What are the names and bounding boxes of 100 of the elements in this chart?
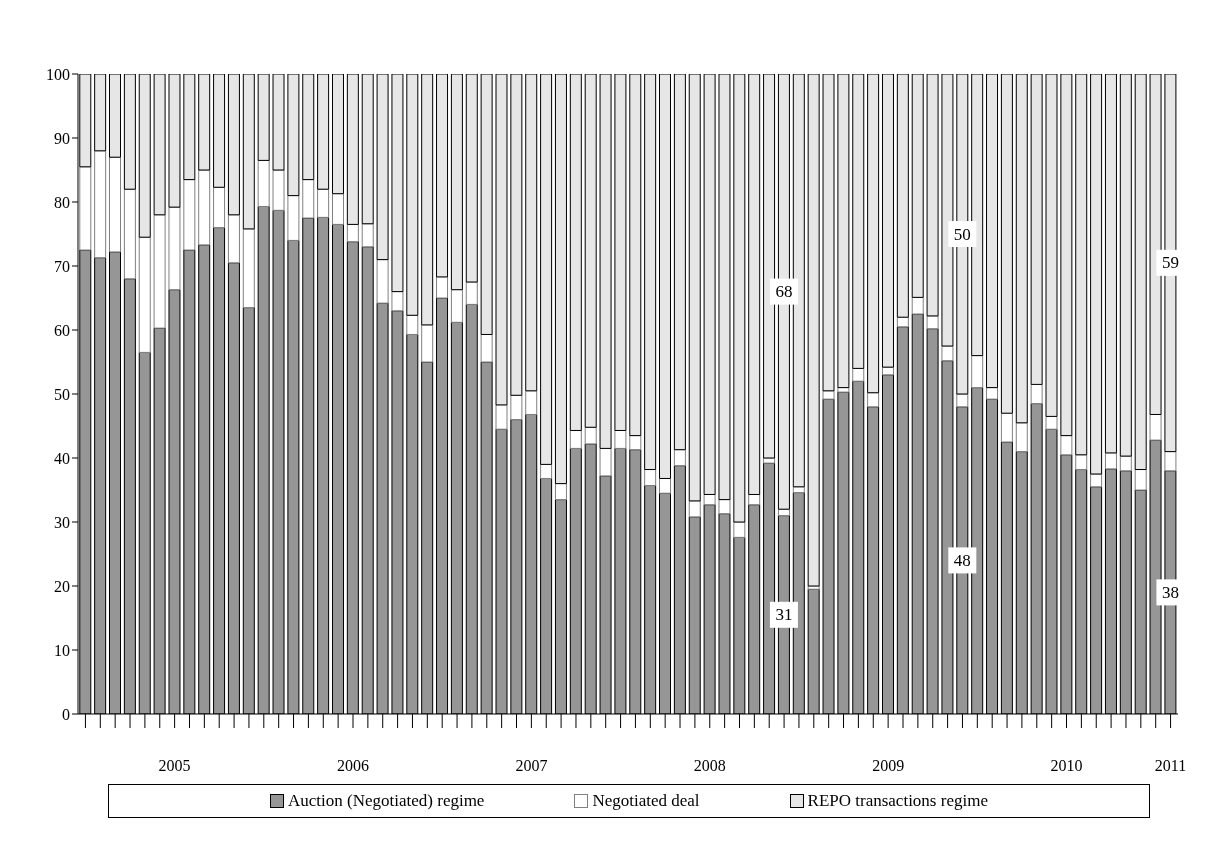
y-tick-label: 10	[54, 641, 70, 659]
bar	[495, 74, 508, 406]
bar	[331, 193, 344, 225]
bar	[123, 188, 136, 280]
bar	[391, 74, 404, 293]
bar	[109, 74, 122, 158]
y-tick-label: 60	[54, 321, 70, 339]
bar	[837, 74, 850, 389]
bar	[257, 74, 270, 161]
bar	[748, 74, 761, 495]
bar	[1134, 74, 1147, 471]
bar	[183, 179, 196, 251]
bar	[1164, 451, 1177, 472]
bar	[480, 74, 493, 335]
bar	[540, 463, 553, 479]
bar	[733, 74, 746, 523]
bar	[346, 223, 359, 243]
bar	[852, 367, 865, 382]
y-tick-label: 30	[54, 513, 70, 531]
bar	[926, 74, 939, 317]
bar	[673, 74, 686, 451]
bar	[317, 74, 330, 190]
bar	[1149, 74, 1162, 415]
bar	[242, 228, 255, 309]
bar	[971, 74, 984, 357]
bar	[376, 259, 389, 304]
bar	[346, 74, 359, 225]
bar	[569, 429, 582, 449]
bar	[792, 74, 805, 488]
bar	[837, 387, 850, 393]
bar	[79, 166, 92, 251]
y-tick-label: 100	[46, 65, 70, 83]
legend-label: Auction (Negotiated) regime	[287, 791, 485, 811]
bar	[673, 449, 686, 467]
bar	[644, 469, 657, 487]
bar	[614, 74, 627, 431]
bar	[1134, 469, 1147, 491]
bar	[406, 314, 419, 335]
bar	[436, 276, 449, 299]
bar	[94, 74, 107, 152]
bar	[822, 390, 835, 400]
bar	[1060, 435, 1073, 456]
data-label: 59	[1161, 253, 1179, 273]
y-tick-label: 0	[62, 705, 70, 723]
bar	[1030, 74, 1043, 385]
bar	[361, 223, 374, 248]
bar	[718, 74, 731, 501]
bar	[421, 74, 434, 326]
bar	[109, 156, 122, 253]
bar	[941, 345, 954, 362]
bar	[495, 404, 508, 430]
bar	[227, 74, 240, 216]
bar	[867, 74, 880, 394]
bar	[436, 74, 449, 278]
bar	[1075, 74, 1088, 456]
y-tick-label: 40	[54, 449, 70, 467]
bar	[867, 392, 880, 408]
bar	[421, 324, 434, 363]
bar	[1075, 454, 1088, 471]
y-tick-label: 80	[54, 193, 70, 211]
bar	[733, 521, 746, 538]
bar	[138, 74, 151, 238]
x-tick-label: 2006	[337, 757, 369, 775]
bar	[554, 74, 567, 485]
bar	[599, 74, 612, 449]
bar	[569, 74, 582, 431]
bar	[644, 74, 657, 471]
bar	[450, 74, 463, 291]
bar	[361, 74, 374, 225]
bar	[287, 195, 300, 241]
legend-label: Negotiated deal	[591, 791, 700, 811]
bar	[629, 74, 642, 437]
bar	[302, 179, 315, 219]
bar	[629, 435, 642, 451]
bar	[1149, 413, 1162, 441]
bar	[540, 74, 553, 465]
x-tick-label: 2007	[515, 757, 548, 775]
bar	[287, 74, 300, 197]
bar	[525, 390, 538, 415]
bar	[227, 214, 240, 264]
bar	[123, 74, 136, 190]
bar	[213, 186, 226, 229]
bar	[94, 150, 107, 259]
bar	[911, 74, 924, 298]
bar	[1104, 74, 1117, 454]
bar	[153, 214, 166, 329]
x-tick-label: 2008	[693, 757, 726, 775]
x-tick-label: 2009	[872, 757, 905, 775]
bar	[406, 74, 419, 316]
bar	[391, 291, 404, 312]
data-label: 31	[775, 605, 793, 625]
bar	[317, 188, 330, 218]
x-tick-label: 2010	[1050, 757, 1083, 775]
bar	[1104, 452, 1117, 470]
bar	[881, 74, 894, 368]
data-label: 38	[1161, 582, 1179, 602]
bar	[986, 74, 999, 389]
bar	[659, 74, 672, 479]
bar	[763, 74, 776, 459]
bar	[198, 74, 211, 171]
